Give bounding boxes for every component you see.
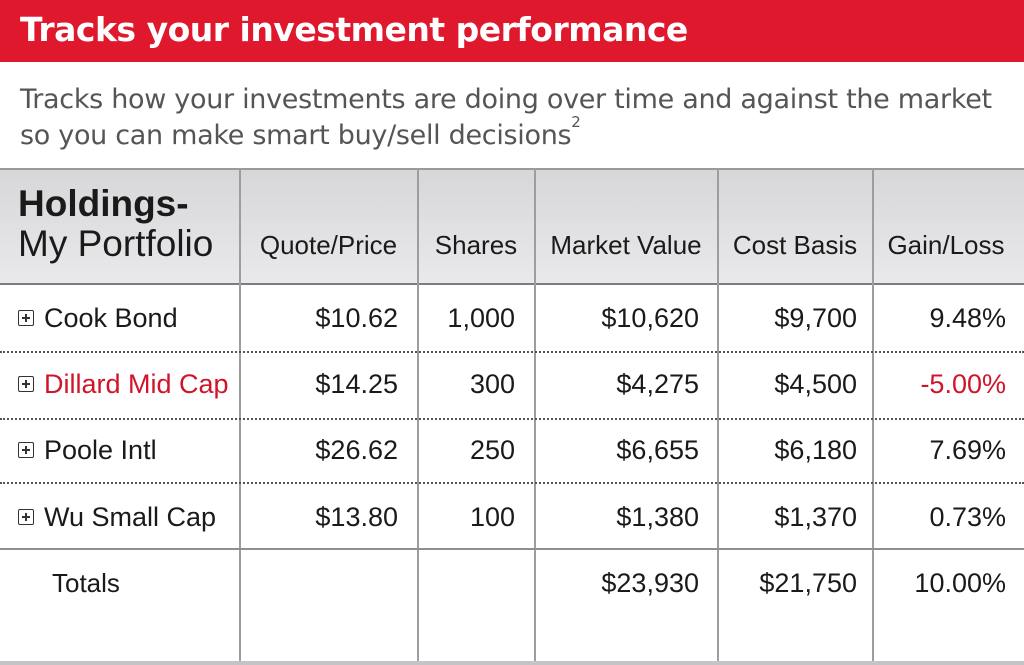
- gain-loss: 0.73%: [929, 502, 1006, 532]
- table-row-wu-small-cap[interactable]: Wu Small Cap: [18, 500, 216, 534]
- row-divider: [0, 418, 1024, 420]
- gain-loss: -5.00%: [920, 369, 1006, 399]
- cost-basis: $9,700: [774, 303, 857, 333]
- shares: 100: [469, 502, 515, 532]
- shares: 300: [469, 369, 515, 399]
- holdings-table: Holdings- My Portfolio Quote/Price Share…: [0, 168, 1024, 665]
- table-row-dillard-mid-cap[interactable]: Dillard Mid Cap: [18, 367, 229, 401]
- row-divider: [0, 351, 1024, 353]
- holding-name: Dillard Mid Cap: [44, 369, 229, 399]
- plus-square-icon[interactable]: [18, 442, 34, 458]
- header-divider: [0, 283, 1024, 285]
- holding-name: Wu Small Cap: [44, 502, 217, 532]
- market-value: $6,655: [616, 435, 699, 465]
- quote-price: $26.62: [315, 435, 398, 465]
- column-divider: [239, 168, 241, 665]
- totals-label: Totals: [52, 568, 120, 598]
- plus-square-icon[interactable]: [18, 376, 34, 392]
- header-market-value: Market Value: [550, 230, 702, 260]
- column-divider: [417, 168, 419, 665]
- holding-name: Poole Intl: [44, 435, 157, 465]
- totals-divider: [0, 548, 1024, 550]
- header-quote-price: Quote/Price: [259, 230, 398, 260]
- market-value: $1,380: [616, 502, 699, 532]
- quote-price: $14.25: [315, 369, 398, 399]
- table-row-cook-bond[interactable]: Cook Bond: [18, 301, 178, 335]
- totals-cost-basis: $21,750: [759, 568, 857, 598]
- quote-price: $13.80: [315, 502, 398, 532]
- market-value: $4,275: [616, 369, 699, 399]
- gain-loss: 9.48%: [929, 303, 1006, 333]
- footnote-marker: 2: [571, 113, 581, 131]
- gain-loss: 7.69%: [929, 435, 1006, 465]
- table-bottom-border: [0, 661, 1024, 665]
- column-divider: [534, 168, 536, 665]
- table-header-background: [0, 168, 1024, 283]
- cost-basis: $6,180: [774, 435, 857, 465]
- holdings-heading: Holdings-: [18, 183, 189, 224]
- holding-name: Cook Bond: [44, 303, 178, 333]
- cost-basis: $1,370: [774, 502, 857, 532]
- plus-square-icon[interactable]: [18, 310, 34, 326]
- header-shares: Shares: [434, 230, 518, 260]
- description-line-2: so you can make smart buy/sell decisions: [20, 120, 572, 151]
- column-divider: [717, 168, 719, 665]
- shares: 1,000: [447, 303, 515, 333]
- market-value: $10,620: [601, 303, 699, 333]
- description: Tracks how your investments are doing ov…: [20, 82, 1010, 154]
- totals-market-value: $23,930: [601, 568, 699, 598]
- description-line-1: Tracks how your investments are doing ov…: [20, 84, 992, 115]
- row-divider: [0, 482, 1024, 484]
- header-cost-basis: Cost Basis: [732, 230, 858, 260]
- header-gain-loss: Gain/Loss: [887, 230, 1005, 260]
- quote-price: $10.62: [315, 303, 398, 333]
- cost-basis: $4,500: [774, 369, 857, 399]
- portfolio-name: My Portfolio: [18, 223, 214, 264]
- banner-title: Tracks your investment performance: [20, 10, 688, 49]
- shares: 250: [469, 435, 515, 465]
- plus-square-icon[interactable]: [18, 509, 34, 525]
- totals-gain-loss: 10.00%: [914, 568, 1006, 598]
- table-corner-header: Holdings- My Portfolio: [18, 184, 213, 264]
- table-row-poole-intl[interactable]: Poole Intl: [18, 433, 157, 467]
- column-divider: [872, 168, 874, 665]
- header-banner: Tracks your investment performance: [0, 0, 1024, 62]
